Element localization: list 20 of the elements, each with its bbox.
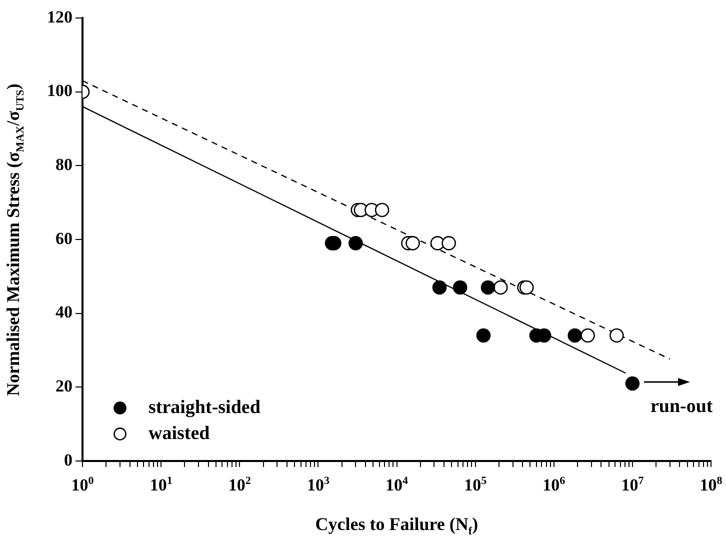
- y-tick-label: 120: [47, 7, 72, 26]
- x-tick-label: 10$^{1}$: [150, 475, 172, 496]
- x-tick-label: 10$^{6}$: [542, 475, 566, 496]
- x-tick-label: 10$^{7}$: [621, 475, 644, 496]
- annotation: run-out: [650, 396, 713, 418]
- y-tick-label: 80: [56, 155, 72, 174]
- x-axis-title: Cycles to Failure (N$_{f}$): [315, 514, 478, 538]
- y-tick-label: 40: [56, 302, 72, 322]
- x-tick-label: 10$^{5}$: [464, 475, 487, 496]
- y-tick-label: 20: [56, 376, 72, 396]
- y-tick-label: 60: [56, 228, 72, 248]
- legend-label: waisted: [148, 423, 210, 445]
- x-tick-label: 10$^{0}$: [71, 475, 94, 496]
- x-tick-label: 10$^{3}$: [306, 475, 330, 496]
- legend-label: straight-sided: [148, 397, 260, 419]
- y-tick-label: 100: [47, 81, 72, 100]
- x-tick-label: 10$^{8}$: [700, 475, 722, 496]
- x-tick-label: 10$^{2}$: [228, 475, 251, 496]
- y-tick-label: 0: [64, 450, 72, 470]
- x-tick-label: 10$^{4}$: [386, 475, 408, 496]
